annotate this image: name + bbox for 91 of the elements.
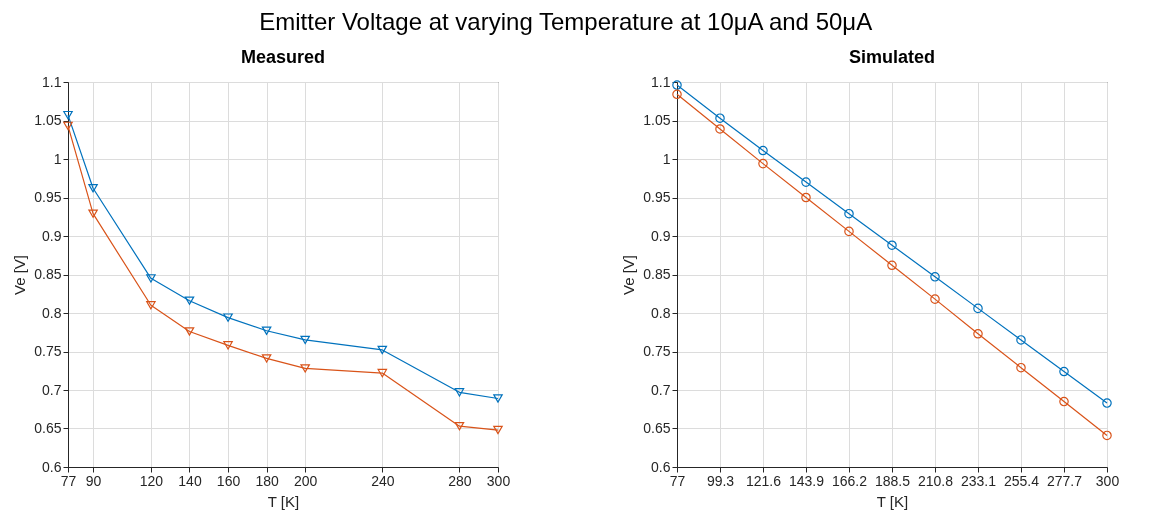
y-tick-label: 0.7 xyxy=(651,381,671,398)
x-tick-label: 210.8 xyxy=(917,472,954,489)
point xyxy=(672,89,682,100)
point xyxy=(715,113,725,123)
y-tick-label: 0.7 xyxy=(42,381,62,398)
point xyxy=(758,158,768,169)
x-tick-label: 90 xyxy=(85,472,102,489)
x-tick-label: 99.3 xyxy=(706,472,735,489)
y-axis-title: Ve [V] xyxy=(620,254,638,296)
y-tick-label: 1 xyxy=(662,150,671,167)
point xyxy=(223,313,233,322)
point xyxy=(973,303,983,314)
point xyxy=(261,326,272,335)
y-tick-label: 0.85 xyxy=(34,266,62,282)
point xyxy=(1059,366,1069,377)
x-tick-label: 233.1 xyxy=(960,472,997,489)
text: Emitter Voltage at varying Temperature at 10μA and 50μA xyxy=(259,7,873,35)
y-tick-label: 1.1 xyxy=(651,73,671,90)
y-tick-label: 0.65 xyxy=(34,420,62,436)
point xyxy=(844,226,854,237)
y-tick-label: 0.8 xyxy=(42,304,62,321)
point xyxy=(1016,362,1026,373)
point xyxy=(930,272,940,282)
x-tick-label: 143.9 xyxy=(788,472,825,489)
point xyxy=(887,240,897,251)
x-tick-label: 160 xyxy=(216,472,241,489)
point xyxy=(1102,430,1112,441)
point xyxy=(454,421,465,431)
point xyxy=(300,364,310,373)
point xyxy=(146,274,156,283)
y-tick-label: 0.85 xyxy=(643,266,671,282)
y-tick-label: 0.95 xyxy=(34,189,62,205)
y-tick-label: 0.6 xyxy=(651,458,671,475)
point xyxy=(377,345,388,355)
x-axis-title: T [K] xyxy=(876,492,909,510)
chart-title: Simulated xyxy=(848,47,936,67)
x-tick-label: 240 xyxy=(371,472,395,489)
point xyxy=(223,341,233,350)
point xyxy=(844,208,854,219)
point xyxy=(63,110,73,120)
point xyxy=(493,394,503,403)
x-tick-label: 77 xyxy=(669,472,686,489)
point xyxy=(88,184,98,193)
point xyxy=(758,145,768,156)
chart-title: Measured xyxy=(240,47,326,67)
x-tick-label: 140 xyxy=(178,472,202,489)
point xyxy=(1059,396,1069,407)
point xyxy=(801,192,811,203)
point xyxy=(973,329,983,339)
y-tick-label: 1.05 xyxy=(34,112,62,128)
x-tick-label: 300 xyxy=(1095,472,1120,489)
point xyxy=(1016,335,1026,345)
y-tick-label: 1.1 xyxy=(42,73,62,90)
y-tick-label: 0.75 xyxy=(34,343,62,359)
point xyxy=(63,121,73,131)
x-tick-label: 280 xyxy=(448,472,472,489)
point xyxy=(377,368,388,378)
x-tick-label: 121.6 xyxy=(745,472,782,489)
x-tick-label: 255.4 xyxy=(1003,472,1040,489)
point xyxy=(184,327,195,336)
x-tick-label: 180 xyxy=(255,472,279,489)
x-tick-label: 300 xyxy=(486,472,511,489)
x-tick-label: 200 xyxy=(294,472,318,489)
x-tick-label: 277.7 xyxy=(1046,472,1083,489)
point xyxy=(300,335,310,345)
y-tick-label: 0.75 xyxy=(643,343,671,359)
point xyxy=(261,354,272,363)
x-tick-label: 77 xyxy=(60,472,77,489)
y-tick-label: 0.65 xyxy=(643,420,671,436)
y-axis-title: Ve [V] xyxy=(11,254,29,296)
y-tick-label: 0.8 xyxy=(651,304,671,321)
point xyxy=(454,388,465,397)
point xyxy=(930,294,940,304)
x-tick-label: 166.2 xyxy=(831,472,868,489)
point xyxy=(146,301,156,310)
y-tick-label: 0.95 xyxy=(643,189,671,205)
point xyxy=(887,260,897,271)
x-tick-label: 188.5 xyxy=(874,472,911,489)
y-tick-label: 1 xyxy=(53,150,62,167)
point xyxy=(493,425,503,435)
point xyxy=(801,177,811,187)
x-axis-title: T [K] xyxy=(267,492,300,510)
y-tick-label: 1.05 xyxy=(643,112,671,128)
y-tick-label: 0.6 xyxy=(42,458,62,475)
point xyxy=(715,124,725,134)
x-tick-label: 120 xyxy=(139,472,164,489)
y-tick-label: 0.9 xyxy=(42,227,62,244)
y-tick-label: 0.9 xyxy=(651,227,671,244)
point xyxy=(1102,398,1112,408)
point xyxy=(88,209,98,218)
point xyxy=(184,296,195,305)
